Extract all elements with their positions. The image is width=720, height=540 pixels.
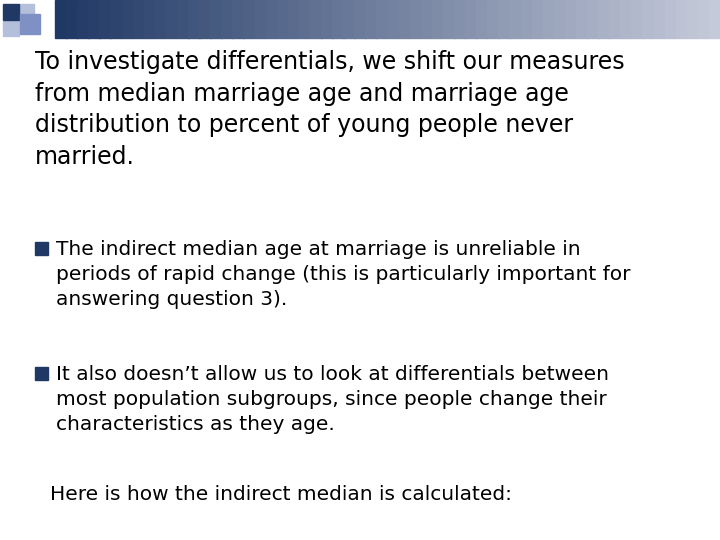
- Bar: [332, 0, 343, 38]
- Bar: [454, 0, 466, 38]
- Bar: [77, 0, 89, 38]
- Bar: [188, 0, 199, 38]
- Bar: [210, 0, 222, 38]
- Bar: [299, 0, 310, 38]
- Text: Here is how the indirect median is calculated:: Here is how the indirect median is calcu…: [50, 485, 512, 504]
- Bar: [665, 0, 676, 38]
- Bar: [487, 0, 499, 38]
- Bar: [166, 0, 177, 38]
- Bar: [89, 0, 100, 38]
- Bar: [476, 0, 487, 38]
- Bar: [288, 0, 300, 38]
- Bar: [510, 0, 521, 38]
- Bar: [144, 0, 156, 38]
- Bar: [35, 367, 48, 380]
- Bar: [554, 0, 565, 38]
- Bar: [321, 0, 333, 38]
- Bar: [110, 0, 122, 38]
- Bar: [20, 14, 40, 34]
- Bar: [155, 0, 166, 38]
- Bar: [609, 0, 621, 38]
- Bar: [465, 0, 477, 38]
- Bar: [698, 0, 709, 38]
- Bar: [620, 0, 632, 38]
- Bar: [343, 0, 355, 38]
- Bar: [642, 0, 654, 38]
- Bar: [543, 0, 554, 38]
- Bar: [675, 0, 688, 38]
- Bar: [66, 0, 78, 38]
- Bar: [243, 0, 255, 38]
- Bar: [177, 0, 189, 38]
- Bar: [354, 0, 366, 38]
- Bar: [598, 0, 610, 38]
- Bar: [310, 0, 322, 38]
- Bar: [3, 4, 19, 20]
- Bar: [399, 0, 410, 38]
- Bar: [387, 0, 399, 38]
- Bar: [20, 4, 34, 18]
- Bar: [377, 0, 388, 38]
- Bar: [587, 0, 598, 38]
- Bar: [443, 0, 454, 38]
- Bar: [576, 0, 588, 38]
- Text: The indirect median age at marriage is unreliable in
periods of rapid change (th: The indirect median age at marriage is u…: [56, 240, 631, 309]
- Bar: [266, 0, 277, 38]
- Bar: [631, 0, 643, 38]
- Bar: [233, 0, 244, 38]
- Bar: [654, 0, 665, 38]
- Bar: [132, 0, 144, 38]
- Bar: [3, 21, 19, 36]
- Bar: [709, 0, 720, 38]
- Bar: [432, 0, 444, 38]
- Bar: [498, 0, 510, 38]
- Bar: [420, 0, 432, 38]
- Bar: [122, 0, 133, 38]
- Bar: [276, 0, 288, 38]
- Bar: [410, 0, 421, 38]
- Bar: [531, 0, 543, 38]
- Text: To investigate differentials, we shift our measures
from median marriage age and: To investigate differentials, we shift o…: [35, 50, 625, 169]
- Text: It also doesn’t allow us to look at differentials between
most population subgro: It also doesn’t allow us to look at diff…: [56, 365, 609, 434]
- Bar: [55, 0, 66, 38]
- Bar: [564, 0, 577, 38]
- Bar: [687, 0, 698, 38]
- Bar: [199, 0, 211, 38]
- Bar: [365, 0, 377, 38]
- Bar: [221, 0, 233, 38]
- Bar: [521, 0, 532, 38]
- Bar: [99, 0, 111, 38]
- Bar: [254, 0, 266, 38]
- Bar: [35, 242, 48, 255]
